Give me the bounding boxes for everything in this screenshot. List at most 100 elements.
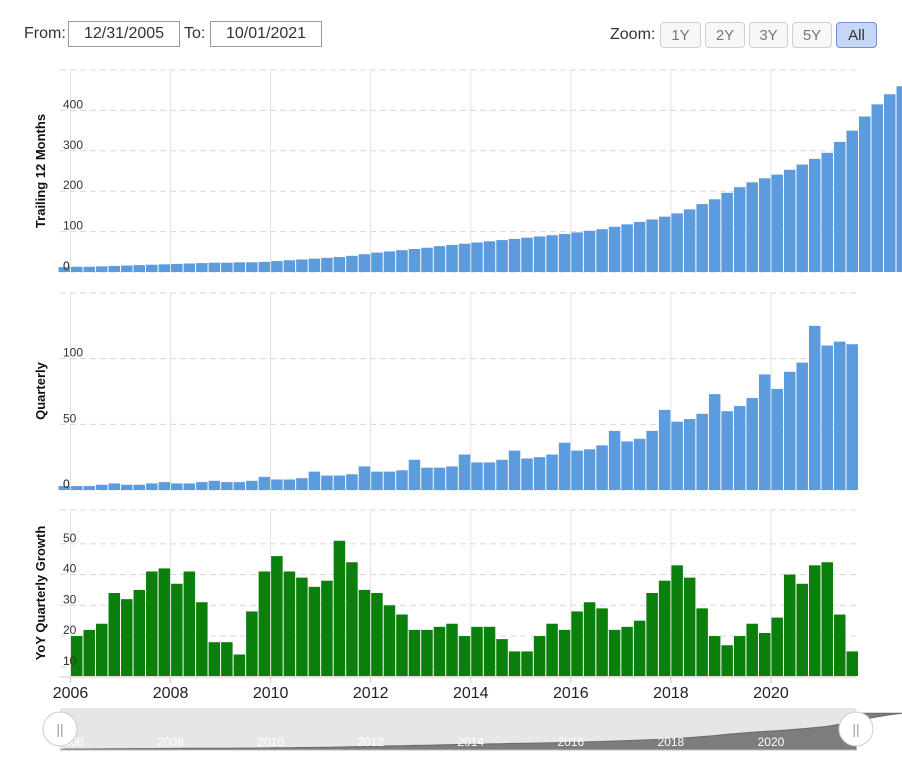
bar — [646, 593, 658, 676]
navigator-tick-label: 2018 — [658, 735, 685, 749]
bar — [221, 482, 233, 490]
bar — [208, 262, 221, 272]
bar — [808, 158, 821, 272]
bar — [371, 471, 383, 490]
bar — [371, 593, 383, 676]
bar — [321, 580, 333, 676]
bar — [746, 398, 758, 490]
bar — [408, 248, 421, 272]
to-label: To: — [184, 25, 206, 42]
bar — [633, 620, 646, 676]
bar — [108, 593, 121, 676]
bar — [133, 589, 146, 676]
bar — [271, 556, 283, 676]
bar — [571, 611, 583, 676]
bar — [121, 599, 133, 676]
bar — [496, 459, 508, 490]
bar — [158, 482, 171, 490]
from-label: From: — [24, 25, 66, 42]
bar — [596, 608, 608, 676]
bar — [733, 405, 746, 490]
navigator-tick-label: 2014 — [457, 735, 484, 749]
bar — [733, 636, 746, 676]
bar — [446, 244, 458, 272]
bar — [621, 441, 633, 490]
range-toolbar: From: To: Zoom: 1Y 2Y 3Y 5Y All — [0, 0, 902, 66]
navigator-tick-label: 2012 — [357, 735, 384, 749]
bar — [446, 466, 458, 490]
bar — [158, 568, 171, 676]
navigator-left-handle[interactable]: || — [42, 711, 78, 747]
bar — [708, 636, 721, 676]
bar — [671, 421, 683, 490]
bar — [96, 623, 108, 676]
y-tick-label: 400 — [63, 97, 83, 111]
bar — [558, 629, 571, 676]
bar — [408, 459, 421, 490]
x-tick-label: 2014 — [453, 685, 489, 702]
bar — [683, 209, 696, 272]
bar — [558, 234, 571, 272]
bar — [246, 262, 258, 272]
bar — [233, 482, 246, 490]
bar — [196, 602, 208, 676]
bar — [333, 475, 346, 490]
x-tick-label: 2010 — [253, 685, 289, 702]
navigator-right-handle[interactable]: || — [838, 711, 874, 747]
bar — [333, 257, 346, 272]
bar — [433, 246, 446, 272]
bar — [833, 614, 846, 676]
handle-circle — [838, 711, 874, 747]
bar — [646, 219, 658, 272]
y-tick-label: 10 — [63, 654, 77, 668]
bar — [521, 651, 533, 676]
bar — [533, 236, 546, 272]
bar — [308, 586, 321, 676]
bar — [196, 482, 208, 490]
bar — [221, 642, 233, 676]
bar — [771, 174, 783, 272]
bar — [346, 562, 358, 676]
bar — [508, 450, 521, 490]
y-tick-label: 0 — [63, 477, 70, 491]
y-tick-label: 0 — [63, 259, 70, 273]
zoom-1y-button[interactable]: 1Y — [660, 22, 701, 48]
zoom-all-button[interactable]: All — [836, 22, 877, 48]
navigator-tick-label: 2016 — [557, 735, 584, 749]
bar — [183, 571, 196, 676]
bar — [758, 632, 771, 676]
bar — [183, 263, 196, 272]
x-tick-label: 2018 — [653, 685, 689, 702]
zoom-2y-button[interactable]: 2Y — [705, 22, 745, 48]
from-date-input[interactable] — [68, 21, 180, 47]
y-tick-label: 100 — [63, 346, 83, 360]
x-tick-label: 2008 — [153, 685, 189, 702]
bar — [396, 470, 408, 490]
bar — [646, 430, 658, 490]
bar — [371, 252, 383, 272]
bar — [808, 325, 821, 490]
bar — [571, 450, 583, 490]
bar — [146, 571, 158, 676]
bar — [833, 341, 846, 490]
bar — [146, 483, 158, 490]
bar — [633, 221, 646, 272]
bar — [83, 266, 96, 272]
bar — [83, 629, 96, 676]
bar — [471, 462, 483, 490]
y-tick-label: 50 — [63, 531, 77, 545]
bar — [671, 565, 683, 676]
bar — [608, 430, 621, 490]
y-tick-label: 300 — [63, 138, 83, 152]
bar — [71, 486, 83, 490]
bar — [383, 251, 396, 272]
zoom-5y-button[interactable]: 5Y — [792, 22, 832, 48]
y-tick-label: 20 — [63, 623, 77, 637]
zoom-3y-button[interactable]: 3Y — [749, 22, 788, 48]
to-date-input[interactable] — [210, 21, 322, 47]
bar — [796, 362, 808, 490]
bar — [471, 626, 483, 676]
x-tick-label: 2016 — [553, 685, 589, 702]
bar — [833, 141, 846, 272]
